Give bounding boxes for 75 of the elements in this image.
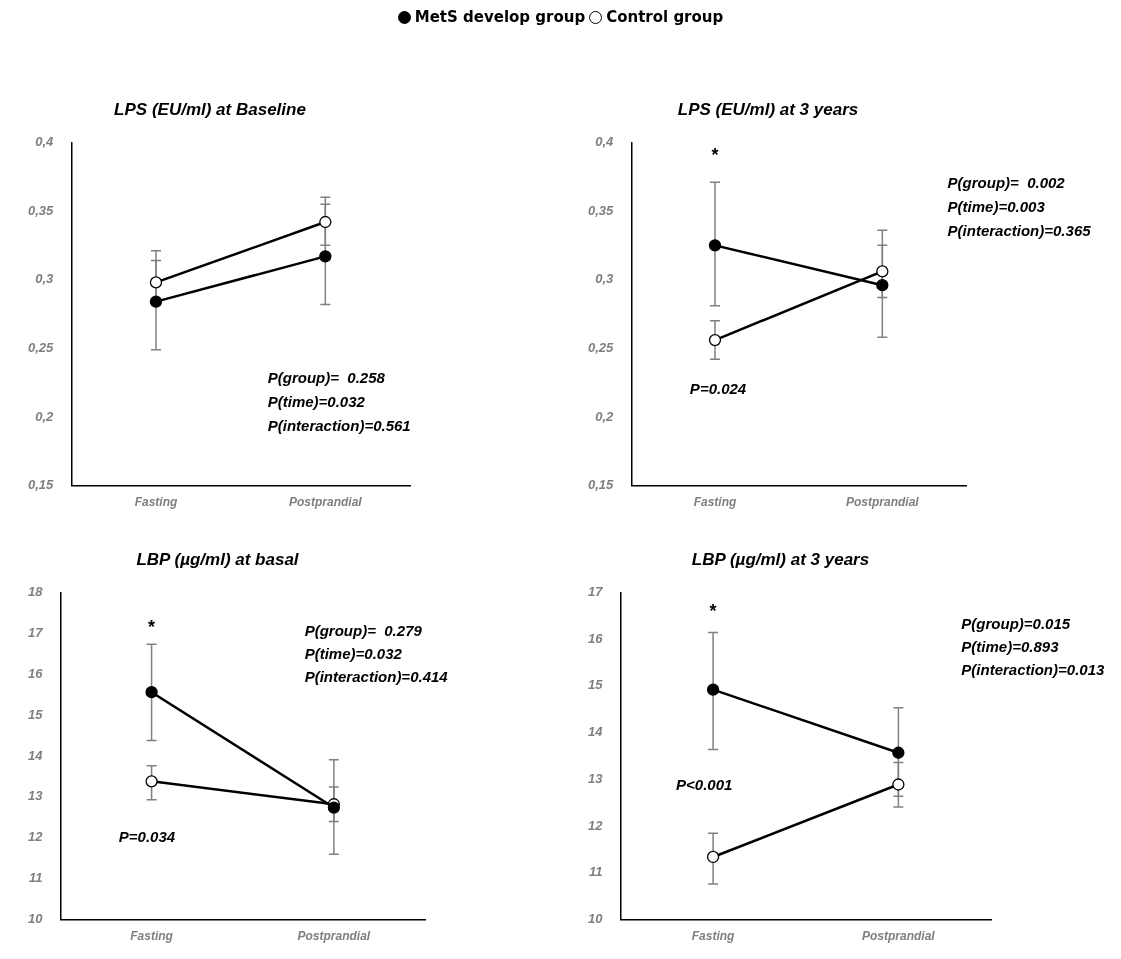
annotation: P(group)= 0.279 bbox=[304, 621, 423, 639]
point bbox=[706, 683, 720, 696]
annotation: P(time)=0.003 bbox=[947, 197, 1046, 215]
annotation: P(interaction)=0.365 bbox=[947, 221, 1092, 239]
y-tick-label: 10 bbox=[587, 911, 604, 927]
x-tick-label: Postprandial bbox=[297, 929, 371, 944]
x-tick-label: Postprandial bbox=[288, 495, 363, 510]
x-tick-label: Fasting bbox=[691, 929, 736, 944]
y-tick-label: 17 bbox=[27, 624, 44, 640]
x-tick-label: Fasting bbox=[693, 495, 737, 510]
y-tick-label: 0,15 bbox=[587, 477, 615, 493]
point bbox=[708, 333, 722, 347]
y-tick-label: 17 bbox=[587, 583, 604, 599]
annotation: P(group)=0.015 bbox=[961, 615, 1071, 633]
chart-title: LBP (µg/ml) at basal bbox=[136, 549, 300, 569]
point bbox=[708, 239, 722, 252]
y-tick-label: 11 bbox=[588, 864, 603, 880]
y-tick-label: 0,3 bbox=[35, 271, 55, 287]
annotation: * bbox=[148, 617, 156, 638]
annotation: * bbox=[711, 145, 719, 166]
x-tick-label: Postprandial bbox=[845, 495, 920, 510]
y-tick-label: 0,2 bbox=[595, 408, 615, 424]
point bbox=[145, 686, 158, 699]
point bbox=[319, 250, 332, 263]
annotation: P(time)=0.893 bbox=[961, 638, 1060, 656]
x-tick-label: Postprandial bbox=[862, 929, 936, 944]
point bbox=[319, 215, 332, 229]
y-tick-label: 0,25 bbox=[27, 339, 55, 355]
chart-title: LPS (EU/ml) at 3 years bbox=[677, 99, 859, 119]
annotation: P(interaction)=0.414 bbox=[304, 667, 449, 685]
y-tick-label: 13 bbox=[587, 770, 604, 786]
annotation: P=0.034 bbox=[118, 827, 176, 845]
annotation: P(group)= 0.258 bbox=[267, 369, 386, 387]
y-tick-label: 16 bbox=[27, 665, 44, 681]
annotation: P(interaction)=0.561 bbox=[267, 417, 411, 435]
legend-label: MetS develop group bbox=[414, 8, 586, 26]
point bbox=[876, 265, 889, 278]
point bbox=[145, 775, 158, 788]
annotation: P(group)= 0.002 bbox=[947, 173, 1066, 191]
point bbox=[706, 850, 720, 864]
y-tick-label: 18 bbox=[27, 583, 44, 599]
y-tick-label: 14 bbox=[27, 747, 44, 763]
point bbox=[892, 746, 905, 759]
annotation: P<0.001 bbox=[676, 775, 733, 793]
chart-title: LBP (µg/ml) at 3 years bbox=[691, 549, 870, 569]
legend-label: Control group bbox=[606, 8, 724, 26]
y-tick-label: 15 bbox=[587, 677, 604, 693]
annotation: P=0.024 bbox=[689, 379, 747, 397]
annotation: * bbox=[709, 601, 717, 621]
y-tick-label: 0,35 bbox=[27, 202, 55, 218]
y-tick-label: 0,4 bbox=[35, 133, 55, 149]
y-tick-label: 12 bbox=[27, 829, 44, 845]
y-tick-label: 11 bbox=[28, 870, 43, 886]
y-tick-label: 12 bbox=[587, 817, 604, 833]
chart-title: LPS (EU/ml) at Baseline bbox=[114, 99, 306, 119]
y-tick-label: 0,15 bbox=[27, 477, 55, 493]
annotation: P(time)=0.032 bbox=[267, 393, 366, 411]
y-tick-label: 0,35 bbox=[587, 202, 615, 218]
point bbox=[149, 295, 163, 308]
y-tick-label: 10 bbox=[27, 911, 44, 927]
y-tick-label: 0,2 bbox=[35, 408, 55, 424]
x-tick-label: Fasting bbox=[134, 495, 178, 510]
x-tick-label: Fasting bbox=[130, 929, 174, 944]
y-tick-label: 13 bbox=[27, 788, 44, 804]
point bbox=[876, 279, 889, 292]
point bbox=[149, 276, 163, 289]
point bbox=[892, 778, 905, 791]
y-tick-label: 15 bbox=[27, 706, 44, 722]
y-tick-label: 0,3 bbox=[595, 271, 615, 287]
y-tick-label: 0,4 bbox=[595, 133, 615, 149]
annotation: P(time)=0.032 bbox=[304, 644, 403, 662]
annotation: P(interaction)=0.013 bbox=[961, 661, 1105, 679]
y-tick-label: 14 bbox=[587, 724, 604, 740]
y-tick-label: 0,25 bbox=[587, 339, 615, 355]
y-tick-label: 16 bbox=[587, 630, 604, 646]
